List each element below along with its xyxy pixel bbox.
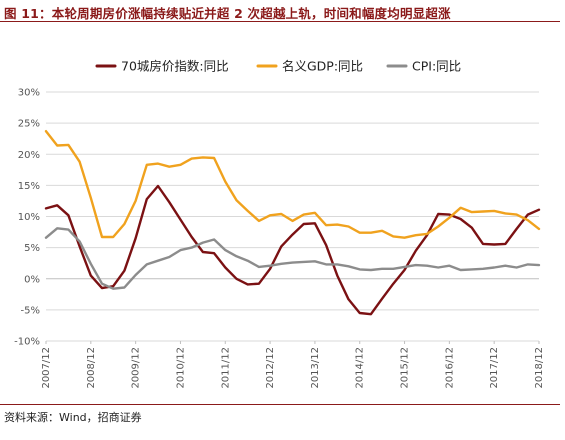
y-tick-label: 10% bbox=[18, 212, 40, 223]
title-rule bbox=[0, 21, 560, 22]
x-tick-label: 2011/12 bbox=[220, 347, 231, 389]
series-line-2 bbox=[44, 130, 541, 239]
source-rule bbox=[0, 404, 560, 405]
series-line-3 bbox=[44, 227, 541, 290]
y-tick-label: 15% bbox=[18, 181, 40, 192]
y-tick-label: 30% bbox=[18, 88, 40, 99]
legend-label: 名义GDP:同比 bbox=[282, 59, 363, 74]
x-tick-label: 2010/12 bbox=[175, 347, 186, 389]
y-tick-label: 0% bbox=[24, 274, 40, 285]
legend-label: 70城房价指数:同比 bbox=[121, 59, 229, 74]
y-tick-label: 25% bbox=[18, 119, 40, 130]
legend-label: CPI:同比 bbox=[412, 59, 461, 74]
x-tick-label: 2014/12 bbox=[355, 347, 366, 389]
y-tick-label: 20% bbox=[18, 150, 40, 161]
grid-lines bbox=[46, 91, 539, 342]
y-tick-label: -10% bbox=[14, 337, 40, 348]
y-axis: -10% -5% 0% 5% 10% 15% 20% 25% 30% bbox=[14, 88, 40, 348]
x-tick-label: 2012/12 bbox=[265, 347, 276, 389]
legend: 70城房价指数:同比 名义GDP:同比 CPI:同比 bbox=[95, 59, 461, 74]
series-lines bbox=[44, 130, 541, 316]
series-line-1 bbox=[44, 184, 541, 316]
source-note: 资料来源：Wind，招商证券 bbox=[4, 411, 142, 424]
x-tick-label: 2007/12 bbox=[41, 347, 52, 389]
x-tick-label: 2018/12 bbox=[534, 347, 545, 389]
x-tick-label: 2017/12 bbox=[489, 347, 500, 389]
x-tick-label: 2009/12 bbox=[131, 347, 142, 389]
x-tick-label: 2013/12 bbox=[310, 347, 321, 389]
x-tick-label: 2008/12 bbox=[86, 347, 97, 389]
x-tick-label: 2016/12 bbox=[444, 347, 455, 389]
x-tick-label: 2015/12 bbox=[400, 347, 411, 389]
chart-title: 图 11：本轮周期房价涨幅持续贴近并超 2 次超越上轨，时间和幅度均明显超涨 bbox=[4, 6, 451, 21]
y-tick-label: -5% bbox=[21, 305, 40, 316]
x-axis: 2007/12 2008/12 2009/12 2010/12 2011/12 2012/… bbox=[41, 341, 545, 389]
y-tick-label: 5% bbox=[24, 243, 40, 254]
